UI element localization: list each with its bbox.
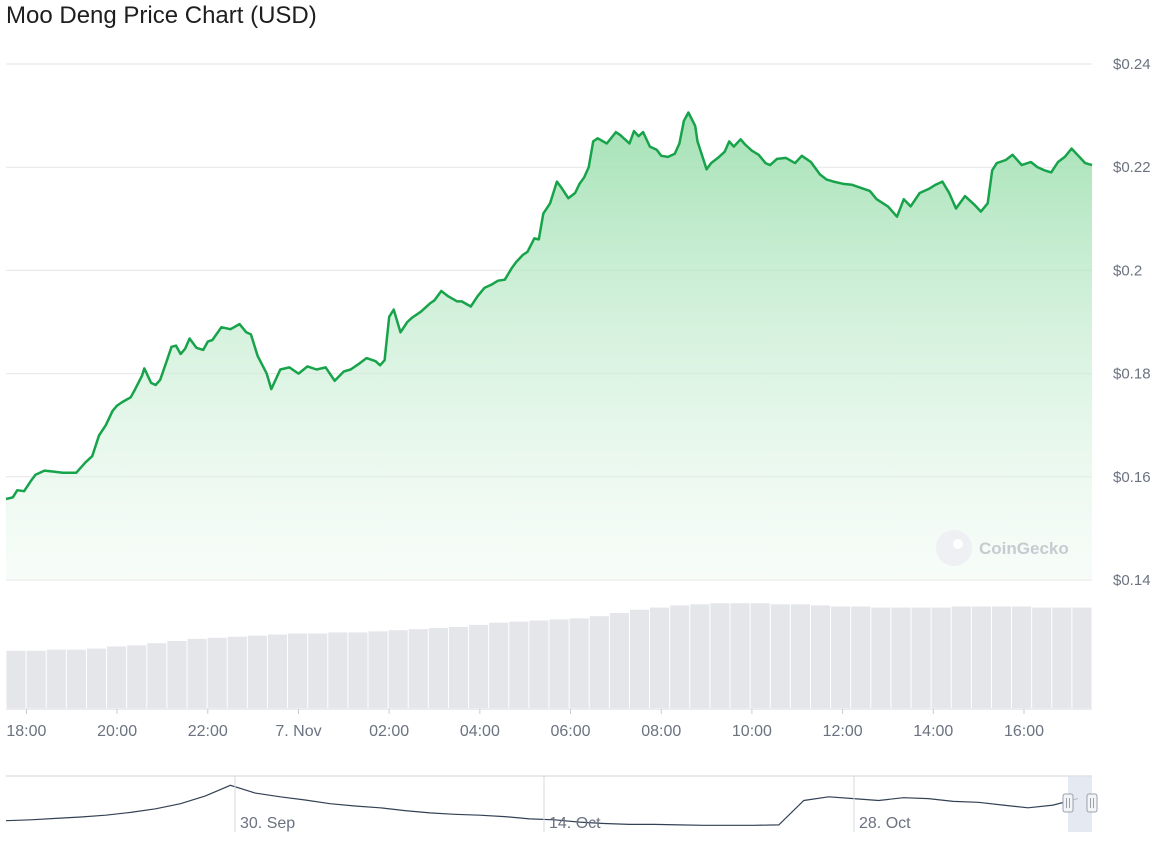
volume-bar xyxy=(207,637,227,708)
y-tick-label: $0.16 xyxy=(1113,469,1151,486)
watermark-text: CoinGecko xyxy=(979,539,1069,558)
volume-bar xyxy=(167,641,187,708)
x-tick-label: 12:00 xyxy=(823,723,863,740)
navigator-line xyxy=(5,784,1079,826)
x-tick-label: 16:00 xyxy=(1004,723,1044,740)
volume-bar xyxy=(227,636,247,708)
volume-bar xyxy=(549,619,569,708)
volume-bar xyxy=(388,630,408,708)
price-line xyxy=(5,111,1093,501)
volume-bar xyxy=(589,616,609,708)
volume-bar xyxy=(267,634,288,708)
x-tick-label: 14:00 xyxy=(913,723,953,740)
volume-bar xyxy=(1072,607,1092,708)
volume-bar xyxy=(86,648,107,708)
volume-bar xyxy=(1032,607,1052,708)
volume-bar xyxy=(569,618,589,708)
y-tick-label: $0.22 xyxy=(1113,159,1151,176)
volume-bar xyxy=(1012,606,1032,708)
coingecko-watermark: CoinGecko xyxy=(936,530,1069,566)
volume-bar xyxy=(328,632,348,708)
volume-bar xyxy=(127,645,147,708)
volume-bar xyxy=(690,604,710,708)
x-tick-label: 20:00 xyxy=(97,723,137,740)
volume-bar xyxy=(710,603,730,708)
volume-bar xyxy=(489,622,509,708)
volume-bar xyxy=(1052,607,1072,708)
gecko-eye-icon xyxy=(953,539,963,549)
volume-bar xyxy=(971,606,991,708)
volume-bar xyxy=(730,603,750,708)
x-tick-label: 10:00 xyxy=(732,723,772,740)
gecko-logo-icon xyxy=(936,530,972,566)
volume-bar xyxy=(831,606,851,708)
volume-bar xyxy=(871,607,891,708)
x-tick-label: 04:00 xyxy=(460,723,500,740)
volume-bar xyxy=(66,649,86,708)
navigator-handle[interactable] xyxy=(1062,793,1074,813)
chart-title: Moo Deng Price Chart (USD) xyxy=(6,2,317,29)
volume-bar xyxy=(529,620,549,708)
navigator-handle[interactable] xyxy=(1086,793,1098,813)
navigator-label: 14. Oct xyxy=(549,815,601,832)
y-axis: $0.24 $0.22 $0.2 $0.18 $0.16 $0.14 xyxy=(1113,56,1151,589)
volume-bar xyxy=(891,607,911,708)
x-tick-label: 02:00 xyxy=(369,723,409,740)
volume-bar xyxy=(428,628,448,708)
volume-bar xyxy=(288,633,308,708)
volume-bar xyxy=(368,631,388,708)
volume-bar xyxy=(670,605,690,708)
y-tick-label: $0.2 xyxy=(1113,262,1142,279)
volume-bar xyxy=(107,646,127,708)
y-tick-label: $0.14 xyxy=(1113,572,1151,589)
volume-bar xyxy=(629,609,650,708)
navigator-label: 30. Sep xyxy=(240,815,295,832)
navigator-label: 28. Oct xyxy=(859,815,911,832)
volume-bar xyxy=(609,612,629,708)
volume-bar xyxy=(810,605,831,708)
volume-bar xyxy=(911,607,931,708)
volume-bar xyxy=(469,624,489,708)
volume-bar xyxy=(408,629,428,708)
x-tick-label: 22:00 xyxy=(188,723,228,740)
x-tick-label: 06:00 xyxy=(551,723,591,740)
handle-grip-icon xyxy=(1086,793,1098,813)
volume-bar xyxy=(348,632,368,708)
volume-bar xyxy=(308,633,328,708)
volume-bar xyxy=(187,638,207,708)
volume-bar xyxy=(147,643,167,708)
volume-bar xyxy=(509,621,529,708)
volume-bar xyxy=(790,604,810,708)
volume-bar xyxy=(931,607,951,708)
x-tick-label: 08:00 xyxy=(641,723,681,740)
volume-bar xyxy=(750,603,770,708)
x-axis: 18:00 20:00 22:00 7. Nov 02:00 04:00 06:00 08:0… xyxy=(6,709,1044,740)
volume-bar xyxy=(448,627,469,708)
volume-bar xyxy=(26,650,46,708)
volume-bar xyxy=(770,604,790,708)
x-tick-label: 7. Nov xyxy=(275,723,321,740)
volume-bar xyxy=(851,606,871,708)
x-tick-label: 18:00 xyxy=(6,723,46,740)
volume-bar xyxy=(951,606,971,708)
price-area-fill xyxy=(6,112,1092,580)
volume-bars xyxy=(6,603,1092,710)
volume-bar xyxy=(6,650,26,708)
volume-bar xyxy=(650,607,670,708)
y-tick-label: $0.18 xyxy=(1113,366,1151,383)
price-area xyxy=(5,111,1093,580)
handle-grip-icon xyxy=(1062,793,1074,813)
volume-bar xyxy=(46,649,66,708)
volume-bar xyxy=(247,635,267,708)
y-tick-label: $0.24 xyxy=(1113,56,1151,73)
volume-bar xyxy=(991,606,1012,708)
navigator[interactable]: 30. Sep 14. Oct 28. Oct xyxy=(5,775,1098,832)
